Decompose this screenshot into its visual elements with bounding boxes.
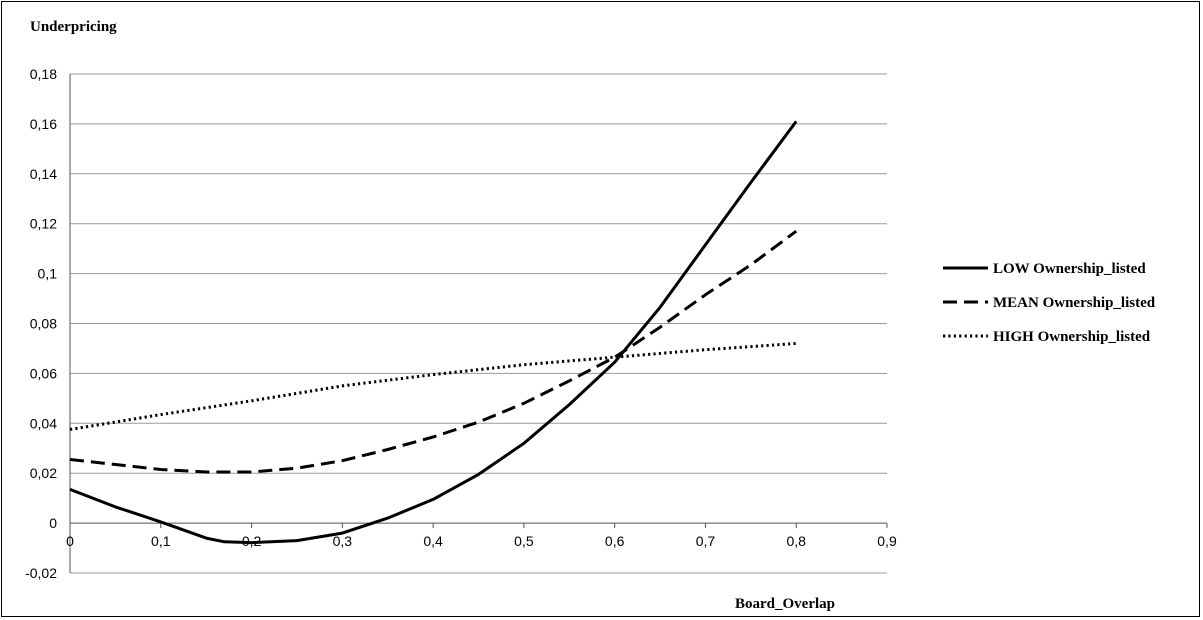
x-tick-label: 0,3 <box>333 533 353 549</box>
y-tick-label: 0,1 <box>38 266 58 282</box>
y-tick-label: 0 <box>49 515 57 531</box>
legend-label: HIGH Ownership_listed <box>993 329 1151 345</box>
series-line-dotted <box>69 342 797 431</box>
y-tick-label: 0,12 <box>30 216 57 232</box>
x-tick-label: 0,1 <box>151 533 171 549</box>
y-tick-label: 0,02 <box>30 465 57 481</box>
x-tick-label: 0,7 <box>696 533 716 549</box>
y-tick-label: 0,16 <box>30 116 57 132</box>
x-axis-title: Board_Overlap <box>735 596 835 612</box>
y-tick-label: 0,06 <box>30 365 57 381</box>
y-tick-label: -0,02 <box>25 565 57 581</box>
legend: LOW Ownership_listed MEAN Ownership_liste… <box>943 261 1156 345</box>
x-tick-label: 0,5 <box>514 533 534 549</box>
legend-label: MEAN Ownership_listed <box>993 295 1156 311</box>
y-tick-label: 0,14 <box>30 166 57 182</box>
x-tick-label: 0,9 <box>877 533 897 549</box>
y-tick-label: 0,04 <box>30 415 57 431</box>
series-lines <box>69 120 798 545</box>
series-line-solid <box>69 120 798 545</box>
x-tick-label: 0,4 <box>423 533 443 549</box>
y-axis-title: Underpricing <box>30 19 117 35</box>
legend-label: LOW Ownership_listed <box>993 261 1146 277</box>
x-tick-label: 0,8 <box>786 533 806 549</box>
grid-lines <box>70 73 887 574</box>
y-tick-label: 0,08 <box>30 316 57 332</box>
series-line-dashed <box>69 229 798 474</box>
y-tick-label: 0,18 <box>30 66 57 82</box>
tick-labels: -0,02 0 0,02 0,04 0,06 0,08 0,1 0,12 0,14 0,16 0,1… <box>25 66 897 581</box>
x-tick-label: 0 <box>66 533 74 549</box>
x-tick-label: 0,6 <box>605 533 625 549</box>
